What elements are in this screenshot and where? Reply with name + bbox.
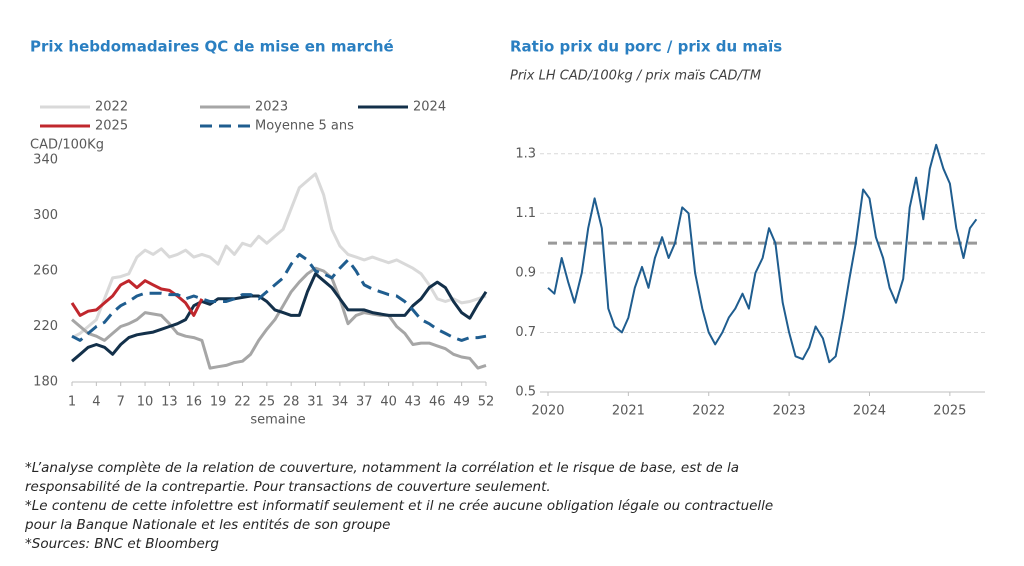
x-tick-label: 52 xyxy=(478,395,495,410)
legend-label: 2023 xyxy=(255,100,288,115)
x-tick-label: 7 xyxy=(117,395,125,410)
legend-label: 2022 xyxy=(95,100,128,115)
series-line xyxy=(71,272,488,363)
series-line xyxy=(547,143,978,364)
x-tick-label: 2020 xyxy=(531,404,564,419)
x-tick-label: 37 xyxy=(356,395,373,410)
legend-label: Moyenne 5 ans xyxy=(255,119,354,134)
x-tick-label: 2023 xyxy=(773,404,806,419)
x-tick-label: 19 xyxy=(210,395,227,410)
y-tick-label: 1.1 xyxy=(515,206,536,221)
x-tick-label: 4 xyxy=(92,395,100,410)
y-axis-label: CAD/100Kg xyxy=(30,138,104,153)
footnote: pour la Banque Nationale et les entités … xyxy=(24,517,390,533)
x-tick-label: 13 xyxy=(161,395,178,410)
x-tick-label: 25 xyxy=(259,395,276,410)
x-tick-label: 46 xyxy=(429,395,446,410)
footnote: *Sources: BNC et Bloomberg xyxy=(25,536,219,552)
y-tick-label: 300 xyxy=(33,208,58,223)
x-tick-label: 43 xyxy=(405,395,422,410)
x-tick-label: 2025 xyxy=(933,404,966,419)
y-tick-label: 180 xyxy=(33,375,58,390)
y-tick-label: 220 xyxy=(33,319,58,334)
x-tick-label: 10 xyxy=(137,395,154,410)
x-tick-label: 34 xyxy=(332,395,349,410)
y-tick-label: 1.3 xyxy=(515,146,536,161)
x-tick-label: 49 xyxy=(453,395,470,410)
x-axis-label: semaine xyxy=(250,413,305,428)
chart-subtitle: Prix LH CAD/100kg / prix maïs CAD/TM xyxy=(510,69,761,84)
y-tick-label: 260 xyxy=(33,264,58,279)
series-line xyxy=(71,172,487,339)
x-tick-label: 31 xyxy=(307,395,324,410)
x-tick-label: 1 xyxy=(68,395,76,410)
x-tick-label: 2024 xyxy=(853,404,886,419)
legend-label: 2025 xyxy=(95,119,128,134)
x-tick-label: 2022 xyxy=(692,404,725,419)
series-line xyxy=(71,252,487,342)
chart-title: Prix hebdomadaires QC de mise en marché xyxy=(30,38,394,56)
x-tick-label: 28 xyxy=(283,395,300,410)
y-tick-label: 340 xyxy=(33,153,58,168)
footnote: *Le contenu de cette infolettre est info… xyxy=(25,498,773,514)
footnote: *L’analyse complète de la relation de co… xyxy=(25,460,739,476)
y-tick-label: 0.5 xyxy=(515,385,536,400)
x-tick-label: 16 xyxy=(185,395,202,410)
x-tick-label: 40 xyxy=(380,395,397,410)
legend-label: 2024 xyxy=(413,100,446,115)
chart-title: Ratio prix du porc / prix du maïs xyxy=(510,38,782,56)
footnote: responsabilité de la contrepartie. Pour … xyxy=(25,479,551,495)
x-tick-label: 22 xyxy=(234,395,251,410)
y-tick-label: 0.7 xyxy=(515,325,536,340)
y-tick-label: 0.9 xyxy=(515,265,536,280)
x-tick-label: 2021 xyxy=(612,404,645,419)
series-line xyxy=(70,279,204,317)
